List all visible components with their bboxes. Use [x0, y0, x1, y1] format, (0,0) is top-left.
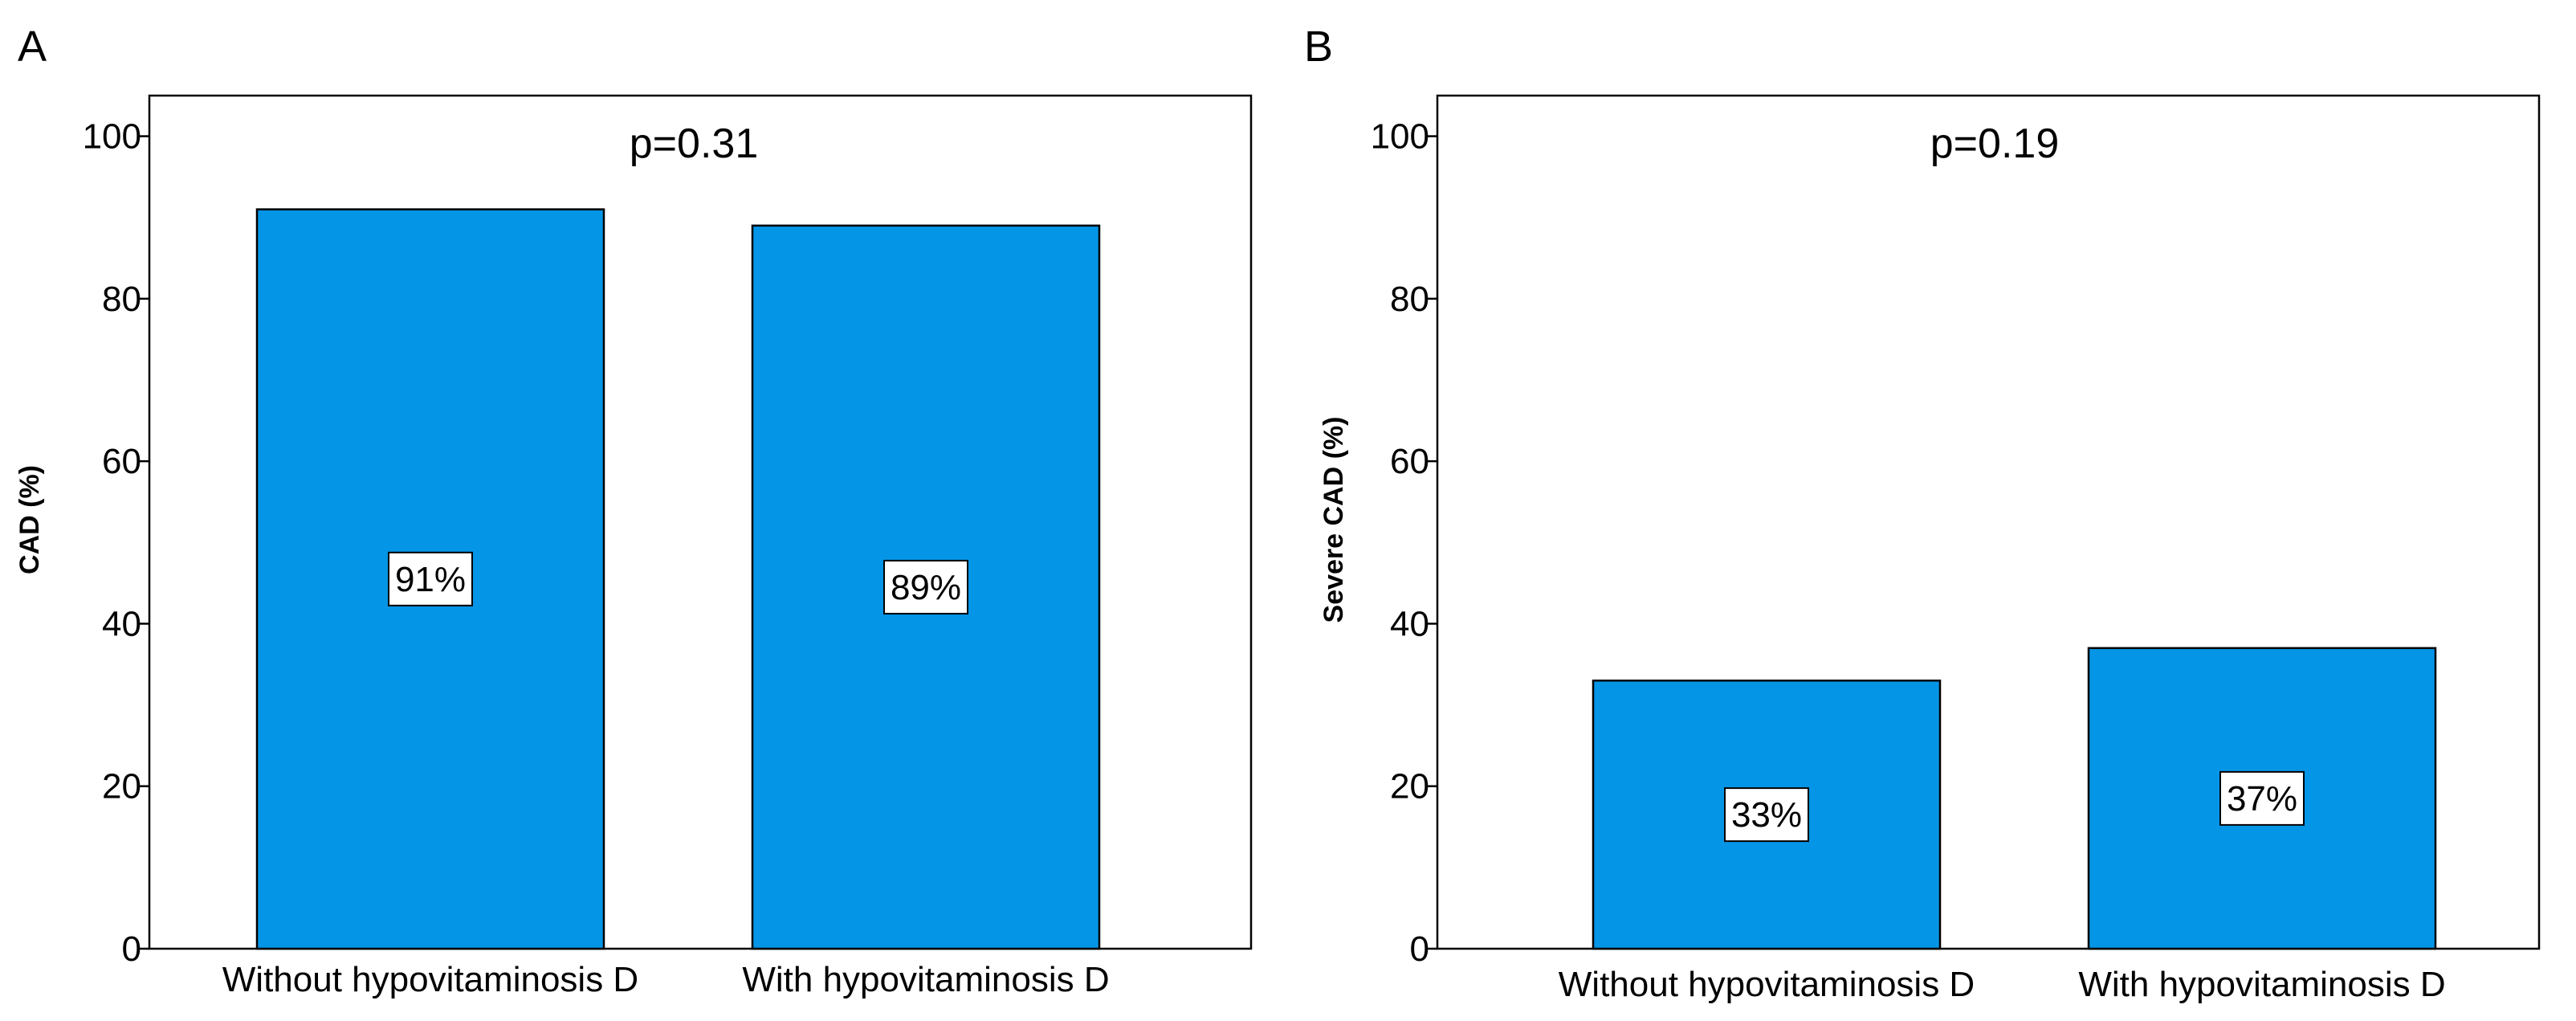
x-category-label-a-1: Without hypovitaminosis D	[222, 960, 638, 999]
chart-a-svg: A CAD (%) 0 20 40 60 80 100 91% Without hypovit…	[14, 22, 1253, 999]
panel-letter-b: B	[1304, 22, 1333, 71]
data-label-box-a-1	[388, 551, 473, 606]
y-tick-label-b: 60	[1390, 442, 1429, 481]
p-value-annotation-b: p=0.19	[1930, 120, 2060, 167]
y-tick-label-a: 20	[102, 767, 141, 807]
data-label-box-b-2	[2219, 770, 2305, 826]
y-tick-label-b: 0	[1410, 929, 1429, 969]
plot-frame-a	[148, 94, 1253, 950]
y-tick-label-b: 20	[1390, 767, 1429, 807]
data-label-box-b-1	[1724, 787, 1809, 843]
x-category-label-a-2: With hypovitaminosis D	[742, 960, 1109, 999]
y-tick-label-b: 40	[1390, 604, 1429, 643]
data-label-b-1: 33%	[1731, 795, 1802, 835]
y-tick-label-b: 100	[1371, 117, 1429, 157]
y-tick-label-b: 80	[1390, 280, 1429, 319]
data-label-a-1: 91%	[395, 560, 466, 599]
y-tick-label-a: 0	[122, 929, 141, 969]
y-tick-label-a: 60	[102, 442, 141, 481]
y-axis-title-b: Severe CAD (%)	[1319, 417, 1349, 623]
y-tick-label-a: 80	[102, 280, 141, 319]
plot-frame-b	[1436, 94, 2541, 950]
y-axis-title-a: CAD (%)	[14, 465, 45, 574]
data-label-b-2: 37%	[2227, 779, 2297, 819]
y-tick-label-a: 100	[83, 117, 141, 157]
p-value-annotation-a: p=0.31	[630, 120, 759, 167]
x-category-label-b-2: With hypovitaminosis D	[2078, 965, 2445, 1004]
data-label-box-a-2	[883, 559, 968, 615]
panel-letter-a: A	[18, 22, 47, 71]
y-tick-label-a: 40	[102, 604, 141, 643]
x-category-label-b-1: Without hypovitaminosis D	[1559, 965, 1975, 1004]
chart-panel-b: B Severe CAD (%) 0 20 40 60 80 100 33% Without …	[1288, 0, 2576, 1021]
chart-b-svg: B Severe CAD (%) 0 20 40 60 80 100 33% Without …	[1304, 22, 2541, 1004]
data-label-a-2: 89%	[891, 568, 961, 607]
chart-panel-a: A CAD (%) 0 20 40 60 80 100 91% Without hypovit…	[14, 22, 1253, 999]
